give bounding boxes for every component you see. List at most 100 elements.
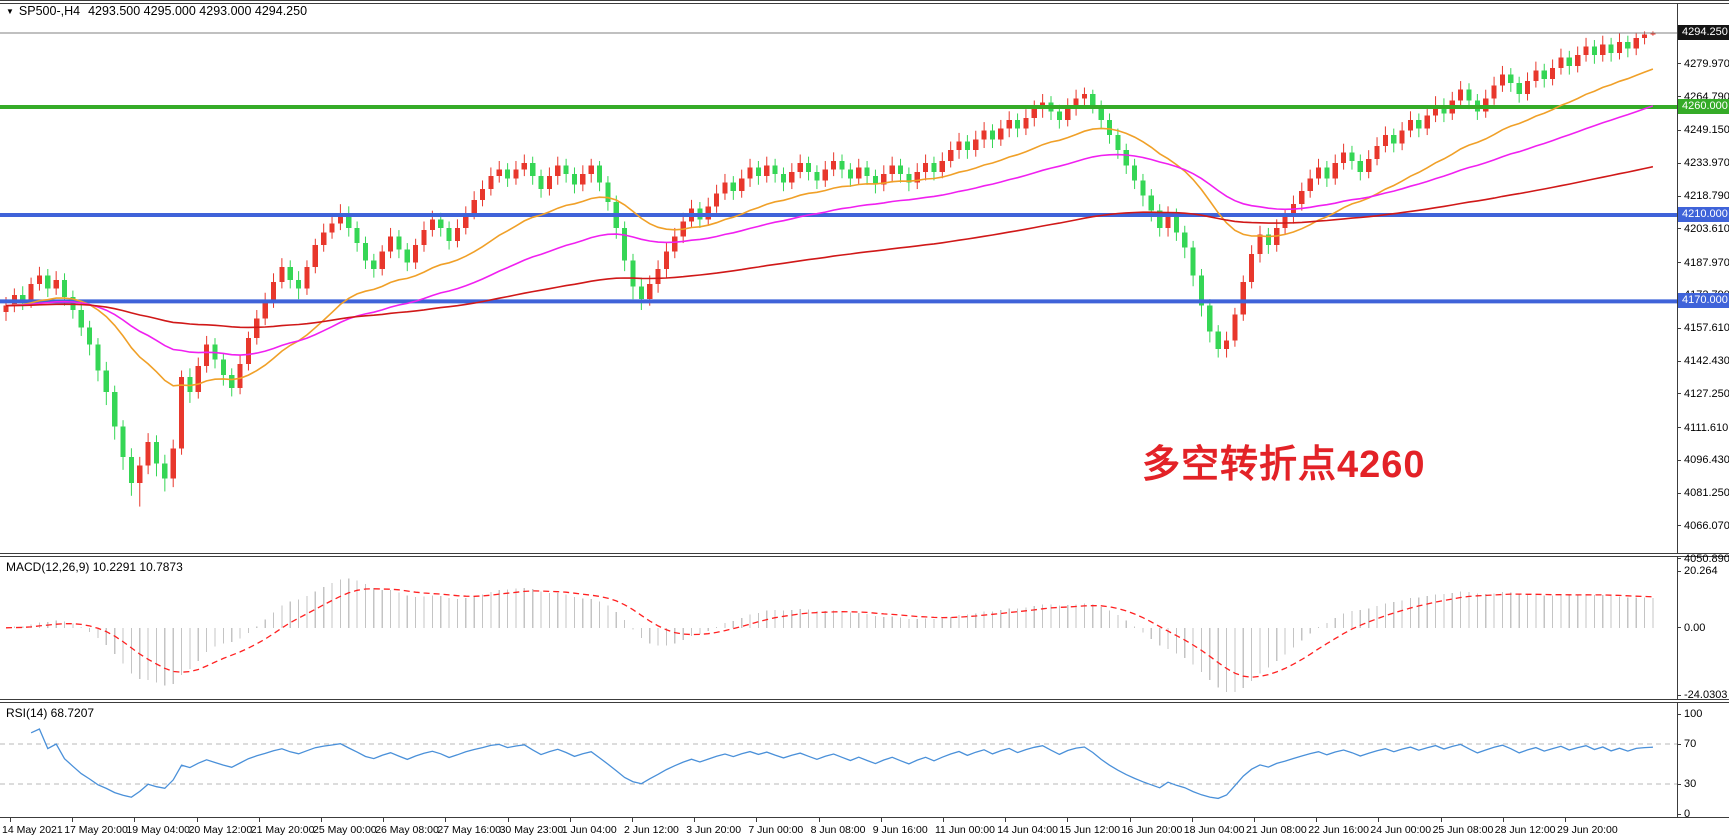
price-tick-label: 4142.430 xyxy=(1677,354,1729,368)
time-tick xyxy=(694,818,696,822)
time-tick xyxy=(1191,818,1193,822)
time-label: 14 Jun 04:00 xyxy=(997,824,1058,836)
macd-signal-line xyxy=(5,588,1653,678)
rsi-tick-label: 30 xyxy=(1677,777,1696,791)
time-axis[interactable]: 14 May 2021 17 May 20:00 19 May 04:00 20 Ma… xyxy=(0,818,1729,840)
time-tick xyxy=(196,818,198,822)
time-tick xyxy=(1005,818,1007,822)
time-label: 14 May 2021 xyxy=(2,824,63,836)
annotation-text: 多空转折点4260 xyxy=(1142,444,1426,486)
price-tick-label: 4218.790 xyxy=(1677,189,1729,203)
time-label: 27 May 16:00 xyxy=(437,824,502,836)
time-label: 7 Jun 00:00 xyxy=(748,824,804,836)
time-tick xyxy=(943,818,944,822)
price-plot[interactable] xyxy=(0,0,1677,553)
window-border xyxy=(0,3,1729,4)
time-tick xyxy=(1440,818,1442,822)
price-tick-label: 4081.250 xyxy=(1677,486,1729,500)
time-label: 21 Jun 08:00 xyxy=(1246,824,1307,836)
rsi-label: RSI(14) 68.7207 xyxy=(6,706,95,720)
time-tick xyxy=(1502,818,1504,822)
level-price-badge: 4210.000 xyxy=(1678,206,1729,222)
level-price-badge: 4170.000 xyxy=(1678,293,1729,309)
price-tick-label: 4187.970 xyxy=(1677,256,1729,270)
time-label: 15 Jun 12:00 xyxy=(1059,824,1121,836)
price-tick-label: 4127.250 xyxy=(1677,387,1729,401)
time-tick xyxy=(1316,818,1318,822)
time-axis-border xyxy=(0,817,1729,818)
time-tick xyxy=(321,818,322,822)
panel-separator[interactable] xyxy=(0,699,1729,700)
time-tick xyxy=(569,818,571,822)
time-label: 21 May 20:00 xyxy=(250,824,315,836)
time-label: 20 May 12:00 xyxy=(188,824,253,836)
panel-separator xyxy=(0,556,1729,557)
time-label: 30 May 23:00 xyxy=(499,824,564,836)
time-tick xyxy=(258,818,260,822)
rsi-line xyxy=(30,728,1653,800)
time-label: 26 May 08:00 xyxy=(375,824,439,836)
macd-tick-label: 0.00 xyxy=(1677,621,1705,635)
time-label: 24 Jun 00:00 xyxy=(1370,824,1432,836)
price-tick-label: 4249.150 xyxy=(1677,123,1729,137)
time-label: 29 Jun 20:00 xyxy=(1557,824,1618,836)
horizontal-level-lines xyxy=(0,104,1677,304)
macd-tick-label: 20.264 xyxy=(1677,564,1718,578)
price-tick-label: 4172.790 xyxy=(1677,288,1729,302)
ma-mid-line xyxy=(5,105,1654,356)
rsi-tick-label: 70 xyxy=(1677,737,1696,751)
time-label: 16 Jun 20:00 xyxy=(1121,824,1183,836)
price-tick-label: 4279.970 xyxy=(1677,57,1729,71)
rsi-axis-line xyxy=(1677,703,1678,817)
panel-separator[interactable] xyxy=(0,553,1729,554)
time-label: 2 Jun 12:00 xyxy=(624,824,679,836)
price-tick-label: 4157.610 xyxy=(1677,321,1729,335)
time-tick xyxy=(1067,818,1069,822)
rsi-plot[interactable] xyxy=(0,703,1677,817)
time-label: 25 May 00:00 xyxy=(313,824,377,836)
time-tick xyxy=(1129,818,1131,822)
time-tick xyxy=(507,818,509,822)
time-tick xyxy=(756,818,758,822)
time-tick xyxy=(445,818,447,822)
price-tick-label: 4233.970 xyxy=(1677,156,1729,170)
rsi-tick-label: 100 xyxy=(1677,707,1702,721)
panel-separator xyxy=(0,702,1729,703)
time-label: 25 Jun 08:00 xyxy=(1432,824,1494,836)
time-tick xyxy=(818,818,820,822)
macd-label: MACD(12,26,9) 10.2291 10.7873 xyxy=(6,560,183,574)
time-label: 18 Jun 04:00 xyxy=(1183,824,1245,836)
macd-axis-line xyxy=(1677,557,1678,699)
symbol-dropdown-icon[interactable]: ▼ xyxy=(6,7,14,17)
macd-histogram xyxy=(13,578,1654,693)
time-tick xyxy=(10,818,11,822)
time-tick xyxy=(880,818,882,822)
time-label: 19 May 04:00 xyxy=(126,824,191,836)
time-label: 3 Jun 20:00 xyxy=(686,824,742,836)
time-tick xyxy=(1254,818,1255,822)
price-tick-label: 4111.610 xyxy=(1677,421,1728,435)
macd-plot[interactable] xyxy=(0,557,1677,699)
window-border xyxy=(0,0,1729,1)
ma-fast-line xyxy=(5,68,1654,387)
price-tick-label: 4096.430 xyxy=(1677,453,1729,467)
time-label: 28 Jun 12:00 xyxy=(1494,824,1556,836)
price-tick-label: 4264.790 xyxy=(1677,90,1729,104)
candlesticks xyxy=(3,31,1656,507)
time-label: 1 Jun 04:00 xyxy=(561,824,617,836)
level-price-badge: 4260.000 xyxy=(1678,98,1729,114)
last-price-badge: 4294.250 xyxy=(1678,25,1729,40)
time-label: 17 May 20:00 xyxy=(64,824,128,836)
time-label: 8 Jun 08:00 xyxy=(810,824,866,836)
time-tick xyxy=(134,818,136,822)
time-label: 11 Jun 00:00 xyxy=(935,824,995,836)
time-label: 22 Jun 16:00 xyxy=(1308,824,1369,836)
time-tick xyxy=(632,818,633,822)
price-tick-label: 4203.610 xyxy=(1677,222,1729,236)
time-tick xyxy=(72,818,74,822)
chart-title-bar: ▼ SP500-,H4 4293.500 4295.000 4293.000 429… xyxy=(6,4,307,18)
time-tick xyxy=(1378,818,1380,822)
ohlc-readout: 4293.500 4295.000 4293.000 4294.250 xyxy=(88,4,308,18)
time-label: 9 Jun 16:00 xyxy=(872,824,928,836)
